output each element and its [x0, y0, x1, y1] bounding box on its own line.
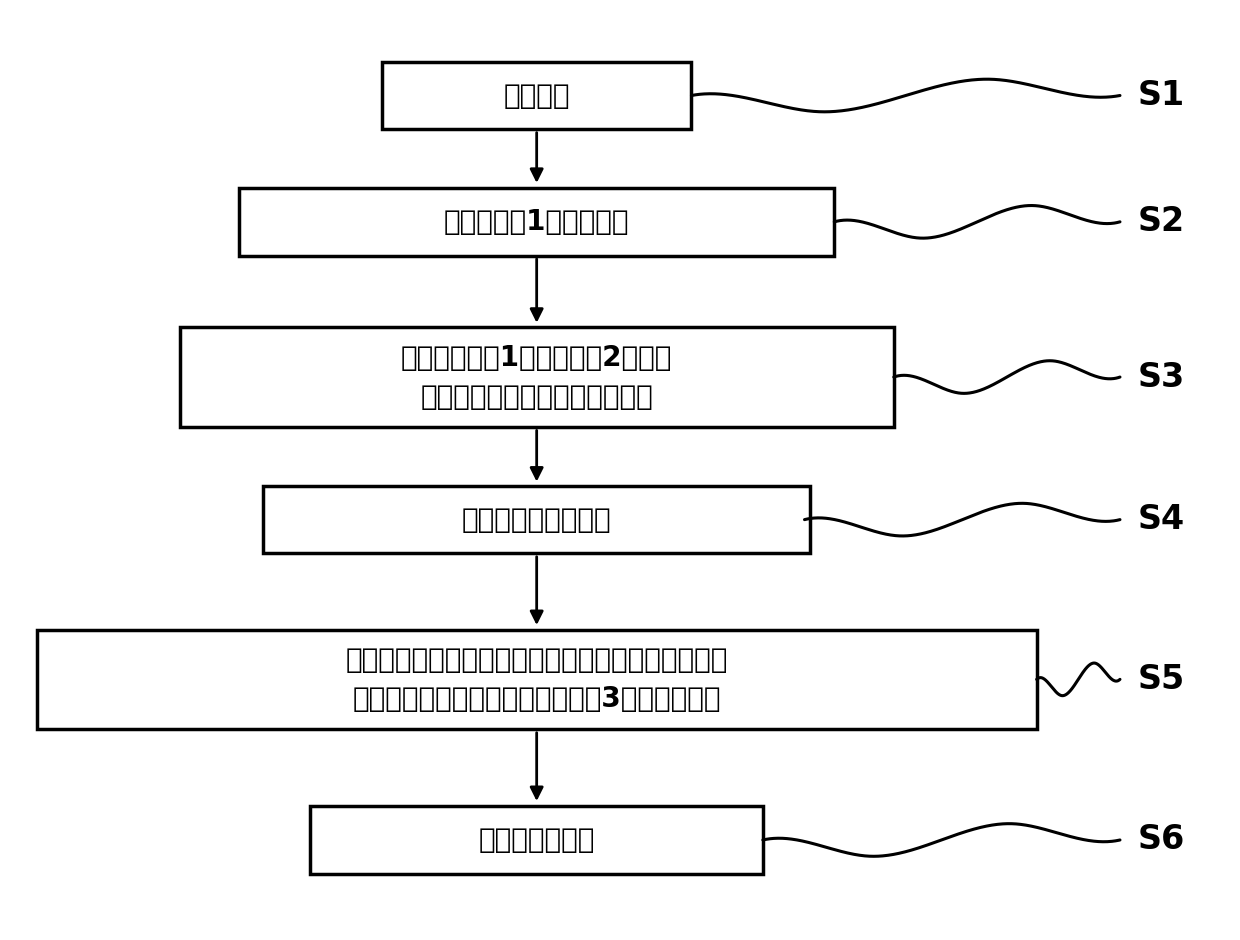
Text: 剥离第一光纤1和第二光纤2的涂覆
层，对光纤涂覆层残渣进行清洁: 剥离第一光纤1和第二光纤2的涂覆 层，对光纤涂覆层残渣进行清洁	[401, 343, 672, 411]
Text: S6: S6	[1138, 823, 1185, 856]
Text: 对光纤进行熔接: 对光纤进行熔接	[479, 826, 595, 854]
Text: S3: S3	[1138, 361, 1185, 394]
FancyBboxPatch shape	[263, 486, 811, 554]
FancyBboxPatch shape	[310, 807, 763, 874]
FancyBboxPatch shape	[180, 327, 894, 427]
Text: 对光纤端面进行切割: 对光纤端面进行切割	[461, 506, 611, 534]
FancyBboxPatch shape	[382, 62, 692, 130]
Text: S4: S4	[1138, 503, 1185, 536]
Text: 将第一光纤1套入热缩管: 将第一光纤1套入热缩管	[444, 208, 630, 236]
Text: S1: S1	[1138, 79, 1185, 112]
FancyBboxPatch shape	[239, 188, 835, 256]
Text: 观察显示屏，判断光纤端面是否平整合格，同时测量
熔接长度，是否需要熔接过渡光纤3进行重新切割: 观察显示屏，判断光纤端面是否平整合格，同时测量 熔接长度，是否需要熔接过渡光纤3…	[346, 646, 728, 713]
Text: 开剥光缆: 开剥光缆	[503, 82, 570, 109]
Text: S2: S2	[1138, 205, 1185, 239]
FancyBboxPatch shape	[37, 630, 1037, 729]
Text: S5: S5	[1138, 663, 1185, 696]
